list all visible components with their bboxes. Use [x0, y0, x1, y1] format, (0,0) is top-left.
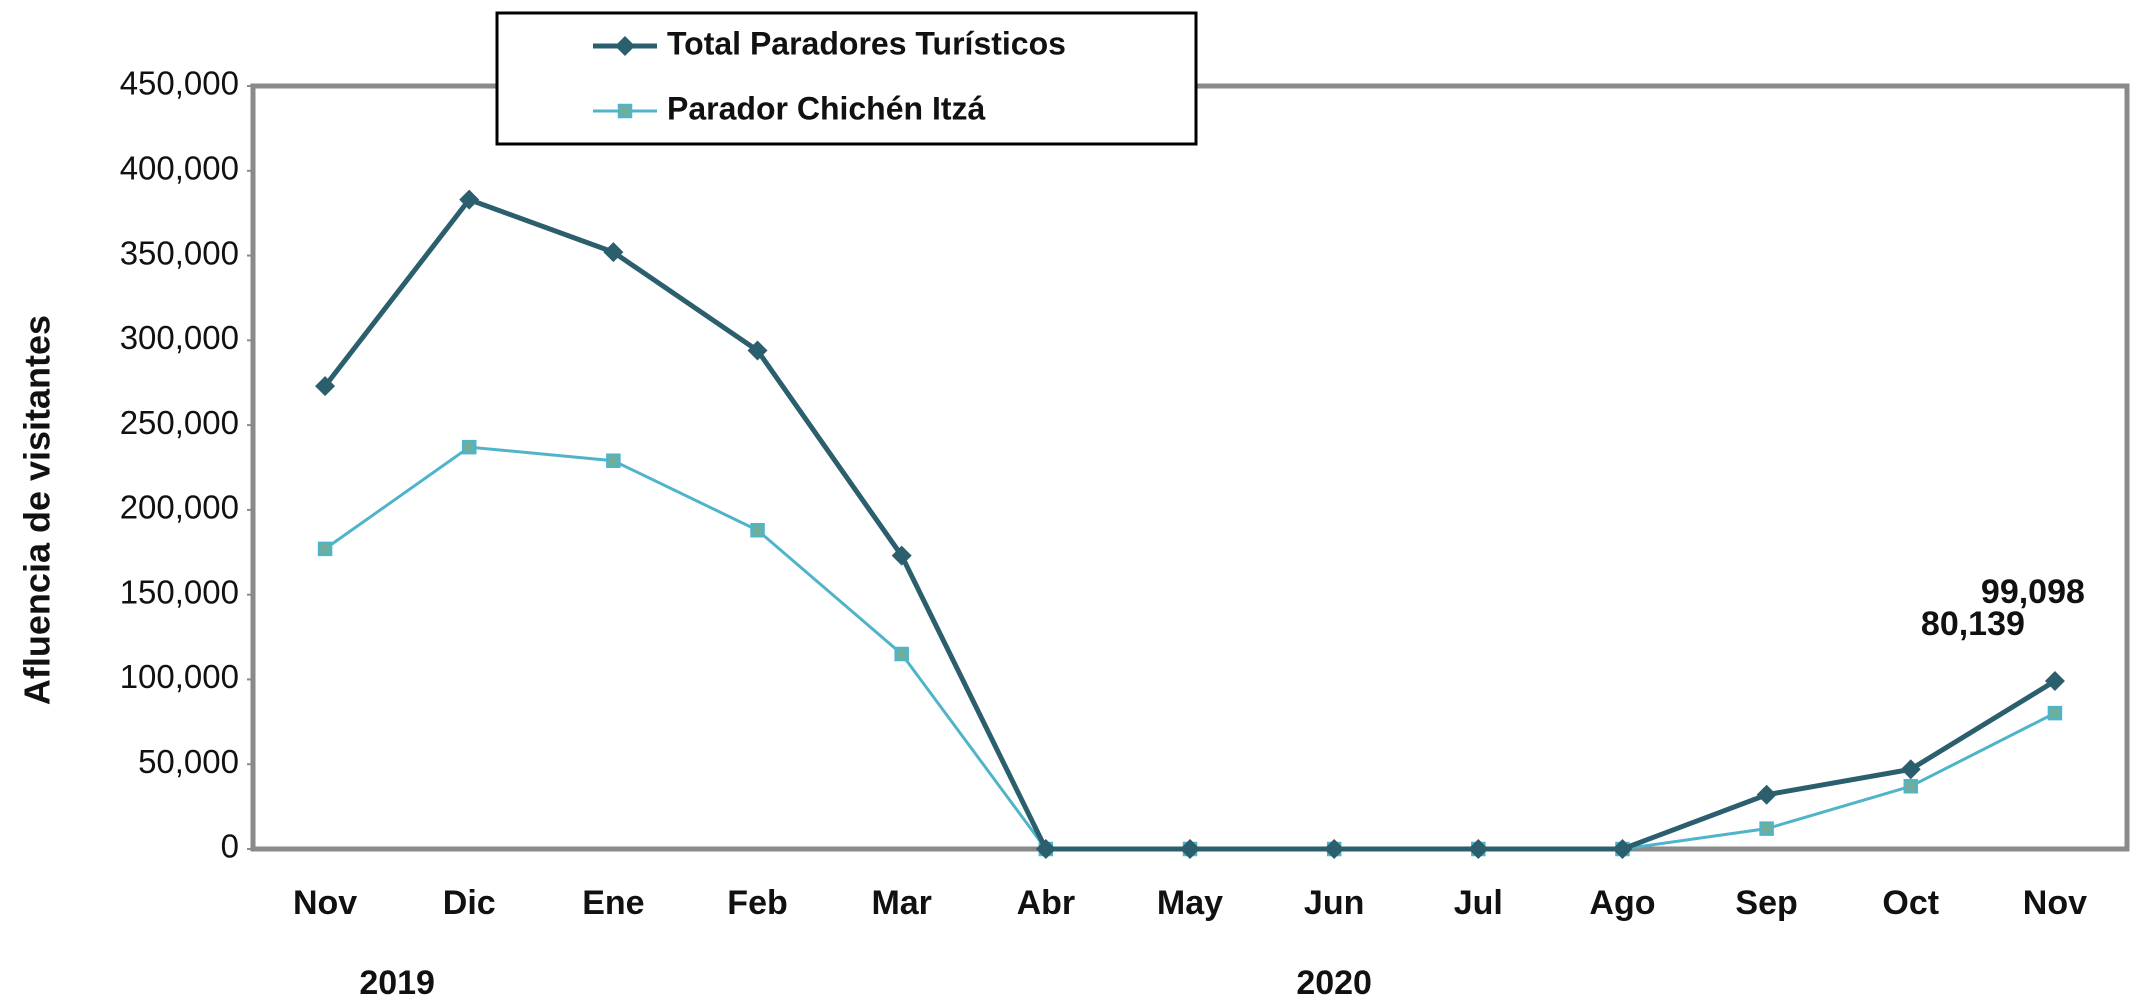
x-tick-label: Nov	[2023, 884, 2087, 922]
marker	[1756, 784, 1777, 805]
marker	[1180, 839, 1200, 859]
x-tick-label: Ene	[582, 884, 644, 922]
marker	[747, 340, 768, 361]
data-label: 99,098	[1981, 573, 2085, 611]
y-axis-label: Afluencia de visitantes	[17, 315, 58, 705]
marker	[1612, 839, 1633, 859]
y-tick-label: 300,000	[120, 319, 239, 356]
series	[315, 189, 2065, 859]
marker	[459, 189, 480, 210]
year-label: 2020	[1296, 964, 1372, 1002]
series	[317, 439, 2063, 857]
x-tick-label: Jul	[1454, 884, 1503, 922]
marker	[891, 545, 912, 566]
x-tick-label: Feb	[727, 884, 787, 922]
legend-label: Total Paradores Turísticos	[667, 25, 1066, 61]
y-tick-label: 100,000	[120, 658, 239, 695]
x-tick-label: Oct	[1882, 884, 1939, 922]
marker	[315, 376, 336, 397]
marker	[1759, 821, 1774, 836]
x-tick-label: Abr	[1017, 884, 1076, 922]
marker	[2047, 705, 2063, 721]
year-label: 2019	[359, 964, 435, 1002]
x-tick-label: Nov	[293, 884, 357, 922]
legend-box	[495, 11, 1198, 146]
y-tick-label: 350,000	[120, 234, 239, 271]
marker	[317, 541, 333, 557]
y-tick-label: 50,000	[138, 743, 239, 780]
marker	[2044, 670, 2065, 691]
legend: Total Paradores Turísticos Parador Chiché…	[495, 11, 1198, 146]
legend-marker	[615, 36, 635, 56]
x-tick-label: Jun	[1304, 884, 1364, 922]
y-tick-label: 450,000	[120, 65, 239, 102]
x-tick-label: Ago	[1589, 884, 1655, 922]
y-tick-label: 0	[221, 828, 239, 865]
marker	[606, 453, 621, 468]
x-tick-label: May	[1157, 884, 1223, 922]
marker	[461, 439, 477, 455]
y-tick-label: 200,000	[120, 489, 239, 526]
x-tick-label: Dic	[443, 884, 496, 922]
marker	[1903, 779, 1919, 794]
marker	[1900, 759, 1921, 780]
x-tick-label: Mar	[871, 884, 931, 922]
marker	[894, 646, 909, 662]
data-label: 80,139	[1921, 605, 2025, 643]
legend-marker	[617, 103, 633, 119]
series-line	[323, 196, 2057, 852]
marker	[750, 522, 765, 538]
marker	[1035, 839, 1056, 859]
y-tick-label: 150,000	[120, 573, 239, 610]
y-tick-label: 250,000	[120, 404, 239, 441]
marker	[1324, 839, 1345, 859]
marker	[603, 242, 624, 263]
x-tick-label: Sep	[1735, 884, 1797, 922]
plot-frame	[250, 83, 2130, 852]
marker	[1468, 839, 1489, 859]
legend-label: Parador Chichén Itzá	[667, 90, 986, 126]
y-tick-label: 400,000	[120, 149, 239, 186]
